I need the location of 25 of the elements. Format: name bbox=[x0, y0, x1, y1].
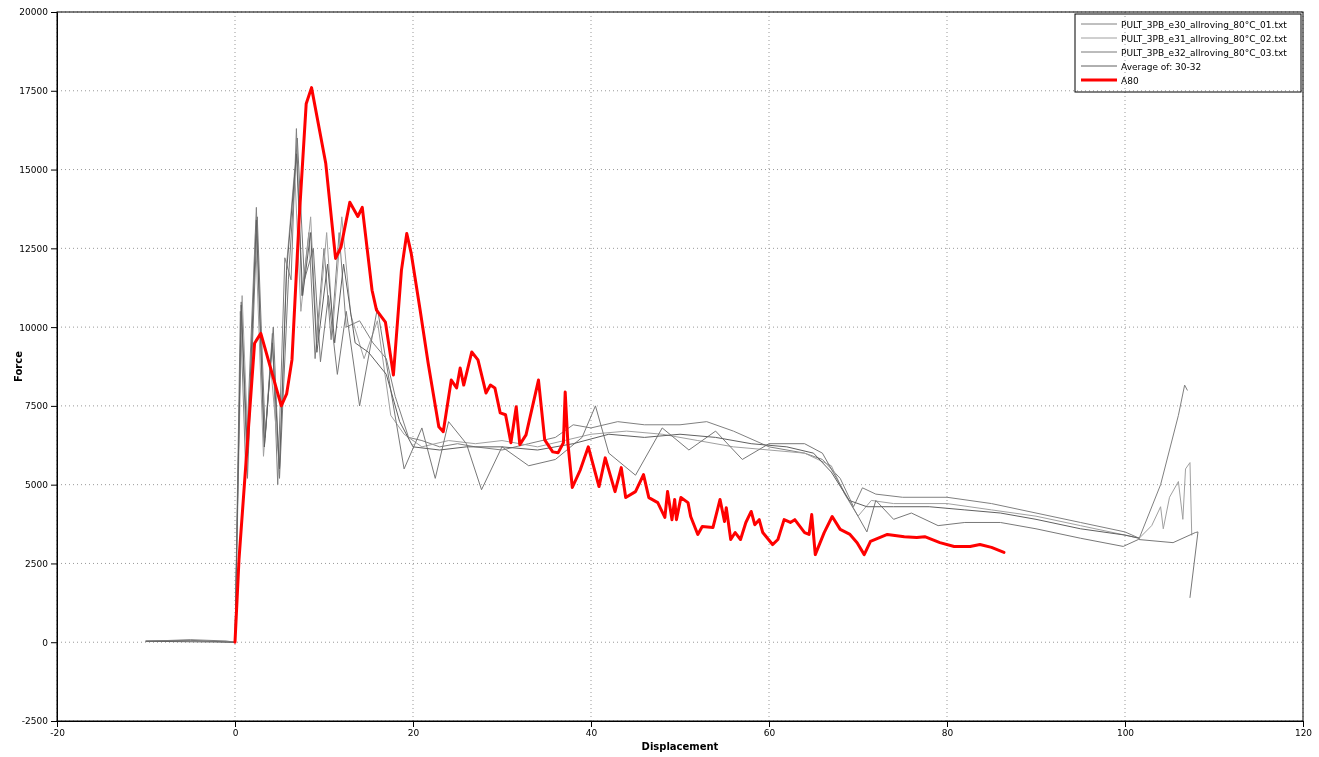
y-tick-label: 12500 bbox=[19, 243, 49, 254]
x-axis-title: Displacement bbox=[641, 741, 719, 752]
y-tick-label: 2500 bbox=[25, 558, 49, 569]
y-axis-title: Force bbox=[13, 350, 24, 382]
y-tick-label: 7500 bbox=[25, 401, 49, 412]
legend-label: Average of: 30-32 bbox=[1121, 61, 1202, 72]
y-tick-label: 20000 bbox=[19, 7, 49, 18]
x-tick-label: 20 bbox=[407, 728, 420, 739]
x-tick-label: 80 bbox=[941, 728, 954, 739]
x-tick-label: 60 bbox=[763, 728, 776, 739]
x-tick-label: -20 bbox=[50, 728, 66, 739]
legend-label: PULT_3PB_e31_allroving_80°C_02.txt bbox=[1121, 33, 1288, 44]
y-tick-label: 5000 bbox=[25, 480, 49, 491]
y-tick-label: 10000 bbox=[19, 322, 49, 333]
x-tick-label: 100 bbox=[1116, 728, 1135, 739]
y-tick-label: 0 bbox=[42, 637, 49, 648]
legend-label: A80 bbox=[1121, 75, 1139, 86]
legend-label: PULT_3PB_e32_allroving_80°C_03.txt bbox=[1121, 47, 1288, 58]
x-tick-label: 0 bbox=[232, 728, 239, 739]
y-tick-label: -2500 bbox=[21, 716, 49, 727]
y-tick-label: 17500 bbox=[19, 86, 49, 97]
legend-label: PULT_3PB_e30_allroving_80°C_01.txt bbox=[1121, 19, 1288, 30]
x-tick-label: 120 bbox=[1294, 728, 1313, 739]
y-tick-label: 15000 bbox=[19, 164, 49, 175]
x-tick-label: 40 bbox=[585, 728, 598, 739]
